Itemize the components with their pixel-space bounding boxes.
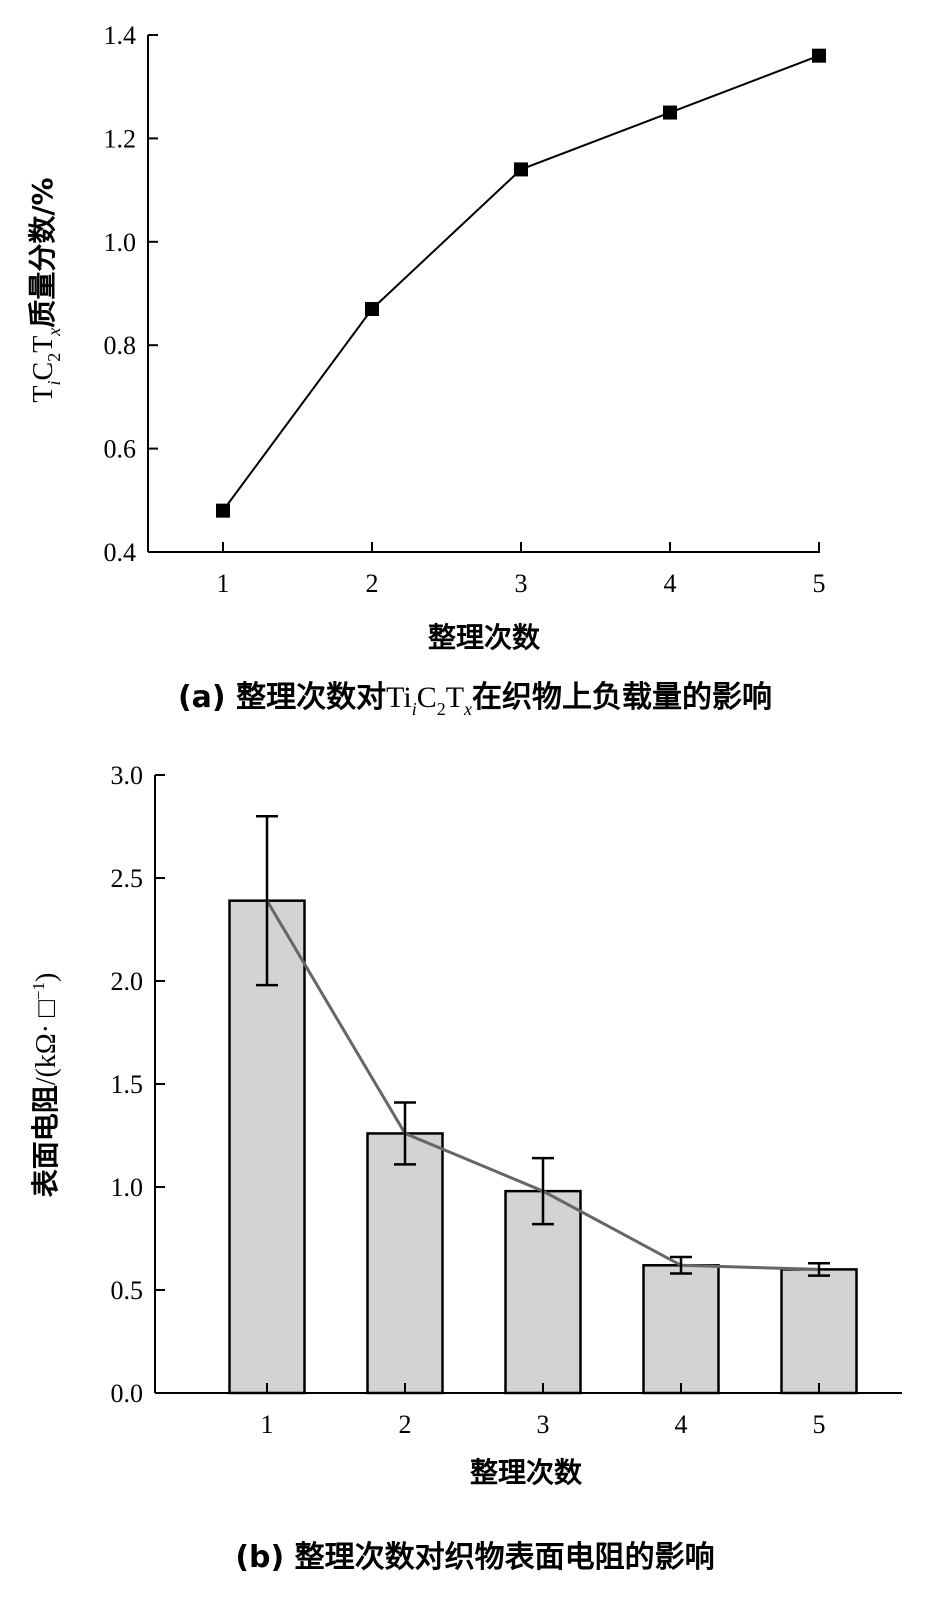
chart-a: 0.4 0.6 0.8 1.0 1.2 1.4 1 2 3 4 5 TiC2Tx质量分数/% 整理次… (26, 21, 826, 719)
a-x-axis-title: 整理次数 (428, 621, 541, 654)
chart-b: 0.0 0.5 1.0 1.5 2.0 2.5 3.0 1 2 3 4 5 表面电阻/(kΩ· □−1… (29, 761, 902, 1575)
b-x-tick-label: 3 (537, 1410, 550, 1439)
b-x-tick-label: 1 (261, 1410, 274, 1439)
b-x-tick-label: 2 (399, 1410, 412, 1439)
a-x-tick-label: 3 (515, 569, 528, 598)
b-y-tick-label: 0.5 (111, 1276, 144, 1305)
b-bar (780, 1268, 858, 1395)
b-y-tick-label: 3.0 (111, 761, 144, 790)
a-x-tick-label: 5 (813, 569, 826, 598)
a-y-tick-label: 1.4 (104, 21, 137, 50)
b-y-tick-label: 1.0 (111, 1173, 144, 1202)
b-x-axis-title: 整理次数 (470, 1456, 583, 1489)
a-data-point (514, 162, 528, 177)
b-y-tick-label: 2.5 (111, 864, 144, 893)
a-y-tick-label: 1.2 (104, 124, 137, 153)
b-y-tick-label: 1.5 (111, 1070, 144, 1099)
a-data-point (365, 302, 379, 317)
b-bar (228, 899, 306, 1395)
b-x-tick-label: 4 (675, 1410, 688, 1439)
a-x-tick-label: 1 (217, 569, 230, 598)
a-caption: (a) 整理次数对TiiC2Tx在织物上负载量的影响 (178, 680, 772, 719)
a-data-point (663, 105, 677, 120)
b-bar (366, 1132, 444, 1395)
a-x-tick-label: 2 (366, 569, 379, 598)
b-x-tick-label: 5 (813, 1410, 826, 1439)
a-y-tick-label: 0.6 (104, 435, 137, 464)
b-y-axis-title: 表面电阻/(kΩ· □−1) (29, 973, 62, 1198)
b-y-tick-label: 2.0 (111, 967, 144, 996)
a-y-tick-label: 0.4 (104, 538, 137, 567)
b-bar (642, 1264, 720, 1395)
a-y-axis-title: TiC2Tx质量分数/% (26, 177, 64, 402)
a-series-line (222, 54, 820, 512)
a-data-point (812, 48, 826, 63)
b-y-tick-label: 0.0 (111, 1379, 144, 1408)
a-x-tick-label: 4 (664, 569, 677, 598)
a-data-point (216, 503, 230, 518)
a-y-tick-label: 0.8 (104, 331, 137, 360)
a-y-tick-label: 1.0 (104, 228, 137, 257)
b-caption: (b) 整理次数对织物表面电阻的影响 (235, 1540, 714, 1575)
